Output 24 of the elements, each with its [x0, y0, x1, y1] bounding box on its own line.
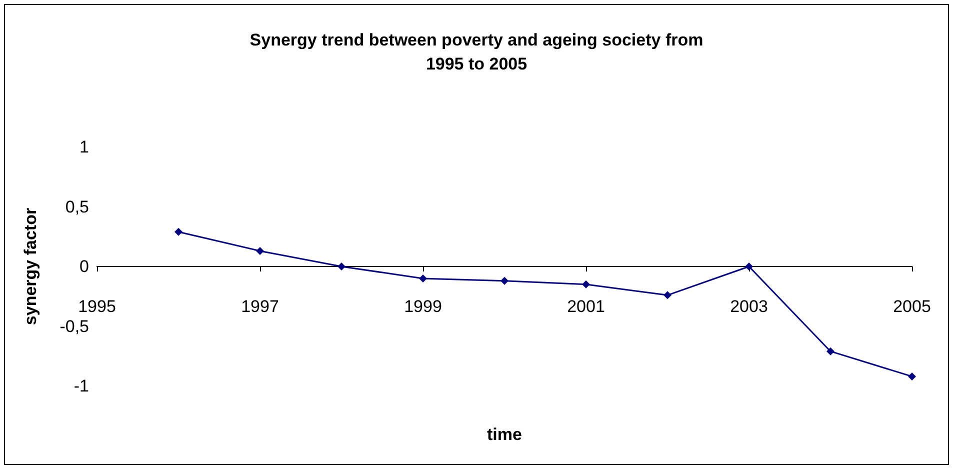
x-tick-label: 1997: [241, 297, 279, 316]
x-tick-label: 1995: [78, 297, 116, 316]
point: [664, 291, 672, 300]
y-tick-label: -0,5: [60, 316, 89, 336]
x-tick-label: 2001: [567, 297, 605, 316]
point: [338, 262, 346, 270]
y-tick-label: -1: [74, 376, 89, 396]
y-axis-title: synergy factor: [21, 208, 40, 326]
point: [174, 228, 182, 236]
y-tick-label: 0: [80, 257, 89, 276]
x-tick-label: 2005: [893, 297, 931, 316]
point: [419, 274, 427, 282]
x-tick-label: 1999: [404, 297, 442, 316]
point: [256, 246, 264, 255]
x-tick-label: 2003: [730, 297, 768, 316]
point: [582, 280, 590, 288]
point: [826, 347, 834, 356]
point: [908, 372, 916, 380]
chart-title: Synergy trend between poverty and ageing society from 1995 to 2005: [250, 30, 704, 74]
point: [745, 262, 753, 270]
y-tick-label: 1: [80, 138, 89, 156]
x-axis-title: time: [487, 425, 522, 444]
y-tick-label: 0,5: [65, 197, 89, 216]
point: [500, 276, 508, 285]
